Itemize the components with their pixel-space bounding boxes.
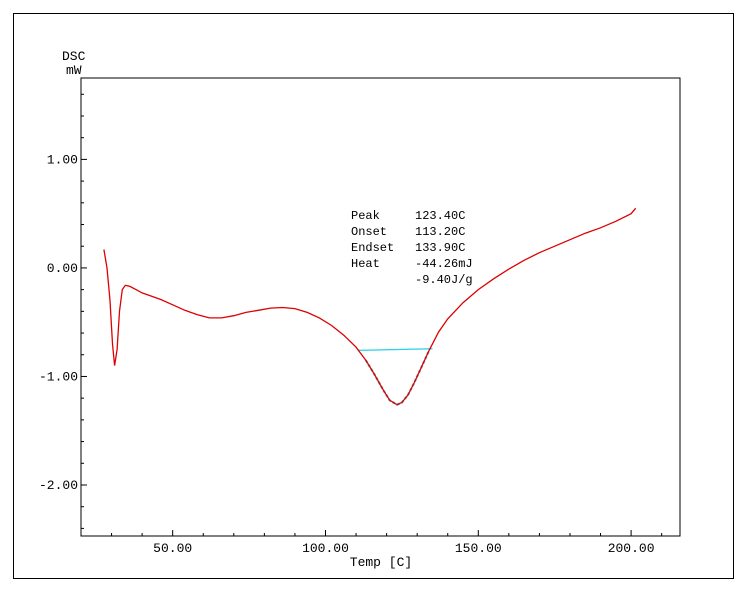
annotation-value: -44.26mJ bbox=[415, 257, 473, 271]
annotation-label: Heat bbox=[351, 257, 380, 271]
annotation-label: Onset bbox=[351, 225, 387, 239]
y-tick-label: -2.00 bbox=[39, 478, 78, 493]
y-tick-label: 1.00 bbox=[47, 152, 78, 167]
tick-labels: 50.00 100.00 150.00 200.00 1.00 0.00 -1.00 -2.0… bbox=[39, 152, 655, 556]
annotation-label: Peak bbox=[351, 209, 380, 223]
x-tick-label: 200.00 bbox=[608, 541, 655, 556]
plot-area bbox=[80, 77, 681, 537]
annotation-value: -9.40J/g bbox=[415, 273, 473, 287]
peak-baseline bbox=[357, 348, 433, 352]
annotation-value: 123.40C bbox=[415, 209, 465, 223]
annotation-value: 113.20C bbox=[415, 225, 465, 239]
dsc-curve bbox=[103, 207, 637, 406]
y-tick-label: 0.00 bbox=[47, 261, 78, 276]
x-tick-label: 50.00 bbox=[153, 541, 192, 556]
peak-annotations: Peak 123.40C Onset 113.20C Endset 133.90C Heat… bbox=[351, 209, 473, 287]
peak-area-fill bbox=[364, 349, 431, 406]
x-tick-label: 150.00 bbox=[455, 541, 502, 556]
annotation-value: 133.90C bbox=[415, 241, 465, 255]
y-axis-label-line2: mW bbox=[66, 63, 82, 78]
y-tick-label: -1.00 bbox=[39, 369, 78, 384]
x-axis-label: Temp [C] bbox=[350, 555, 412, 570]
annotation-label: Endset bbox=[351, 241, 394, 255]
x-tick-label: 100.00 bbox=[302, 541, 349, 556]
chart-frame bbox=[13, 13, 734, 579]
tick-marks bbox=[81, 93, 663, 536]
y-axis-label-line1: DSC bbox=[62, 49, 86, 64]
